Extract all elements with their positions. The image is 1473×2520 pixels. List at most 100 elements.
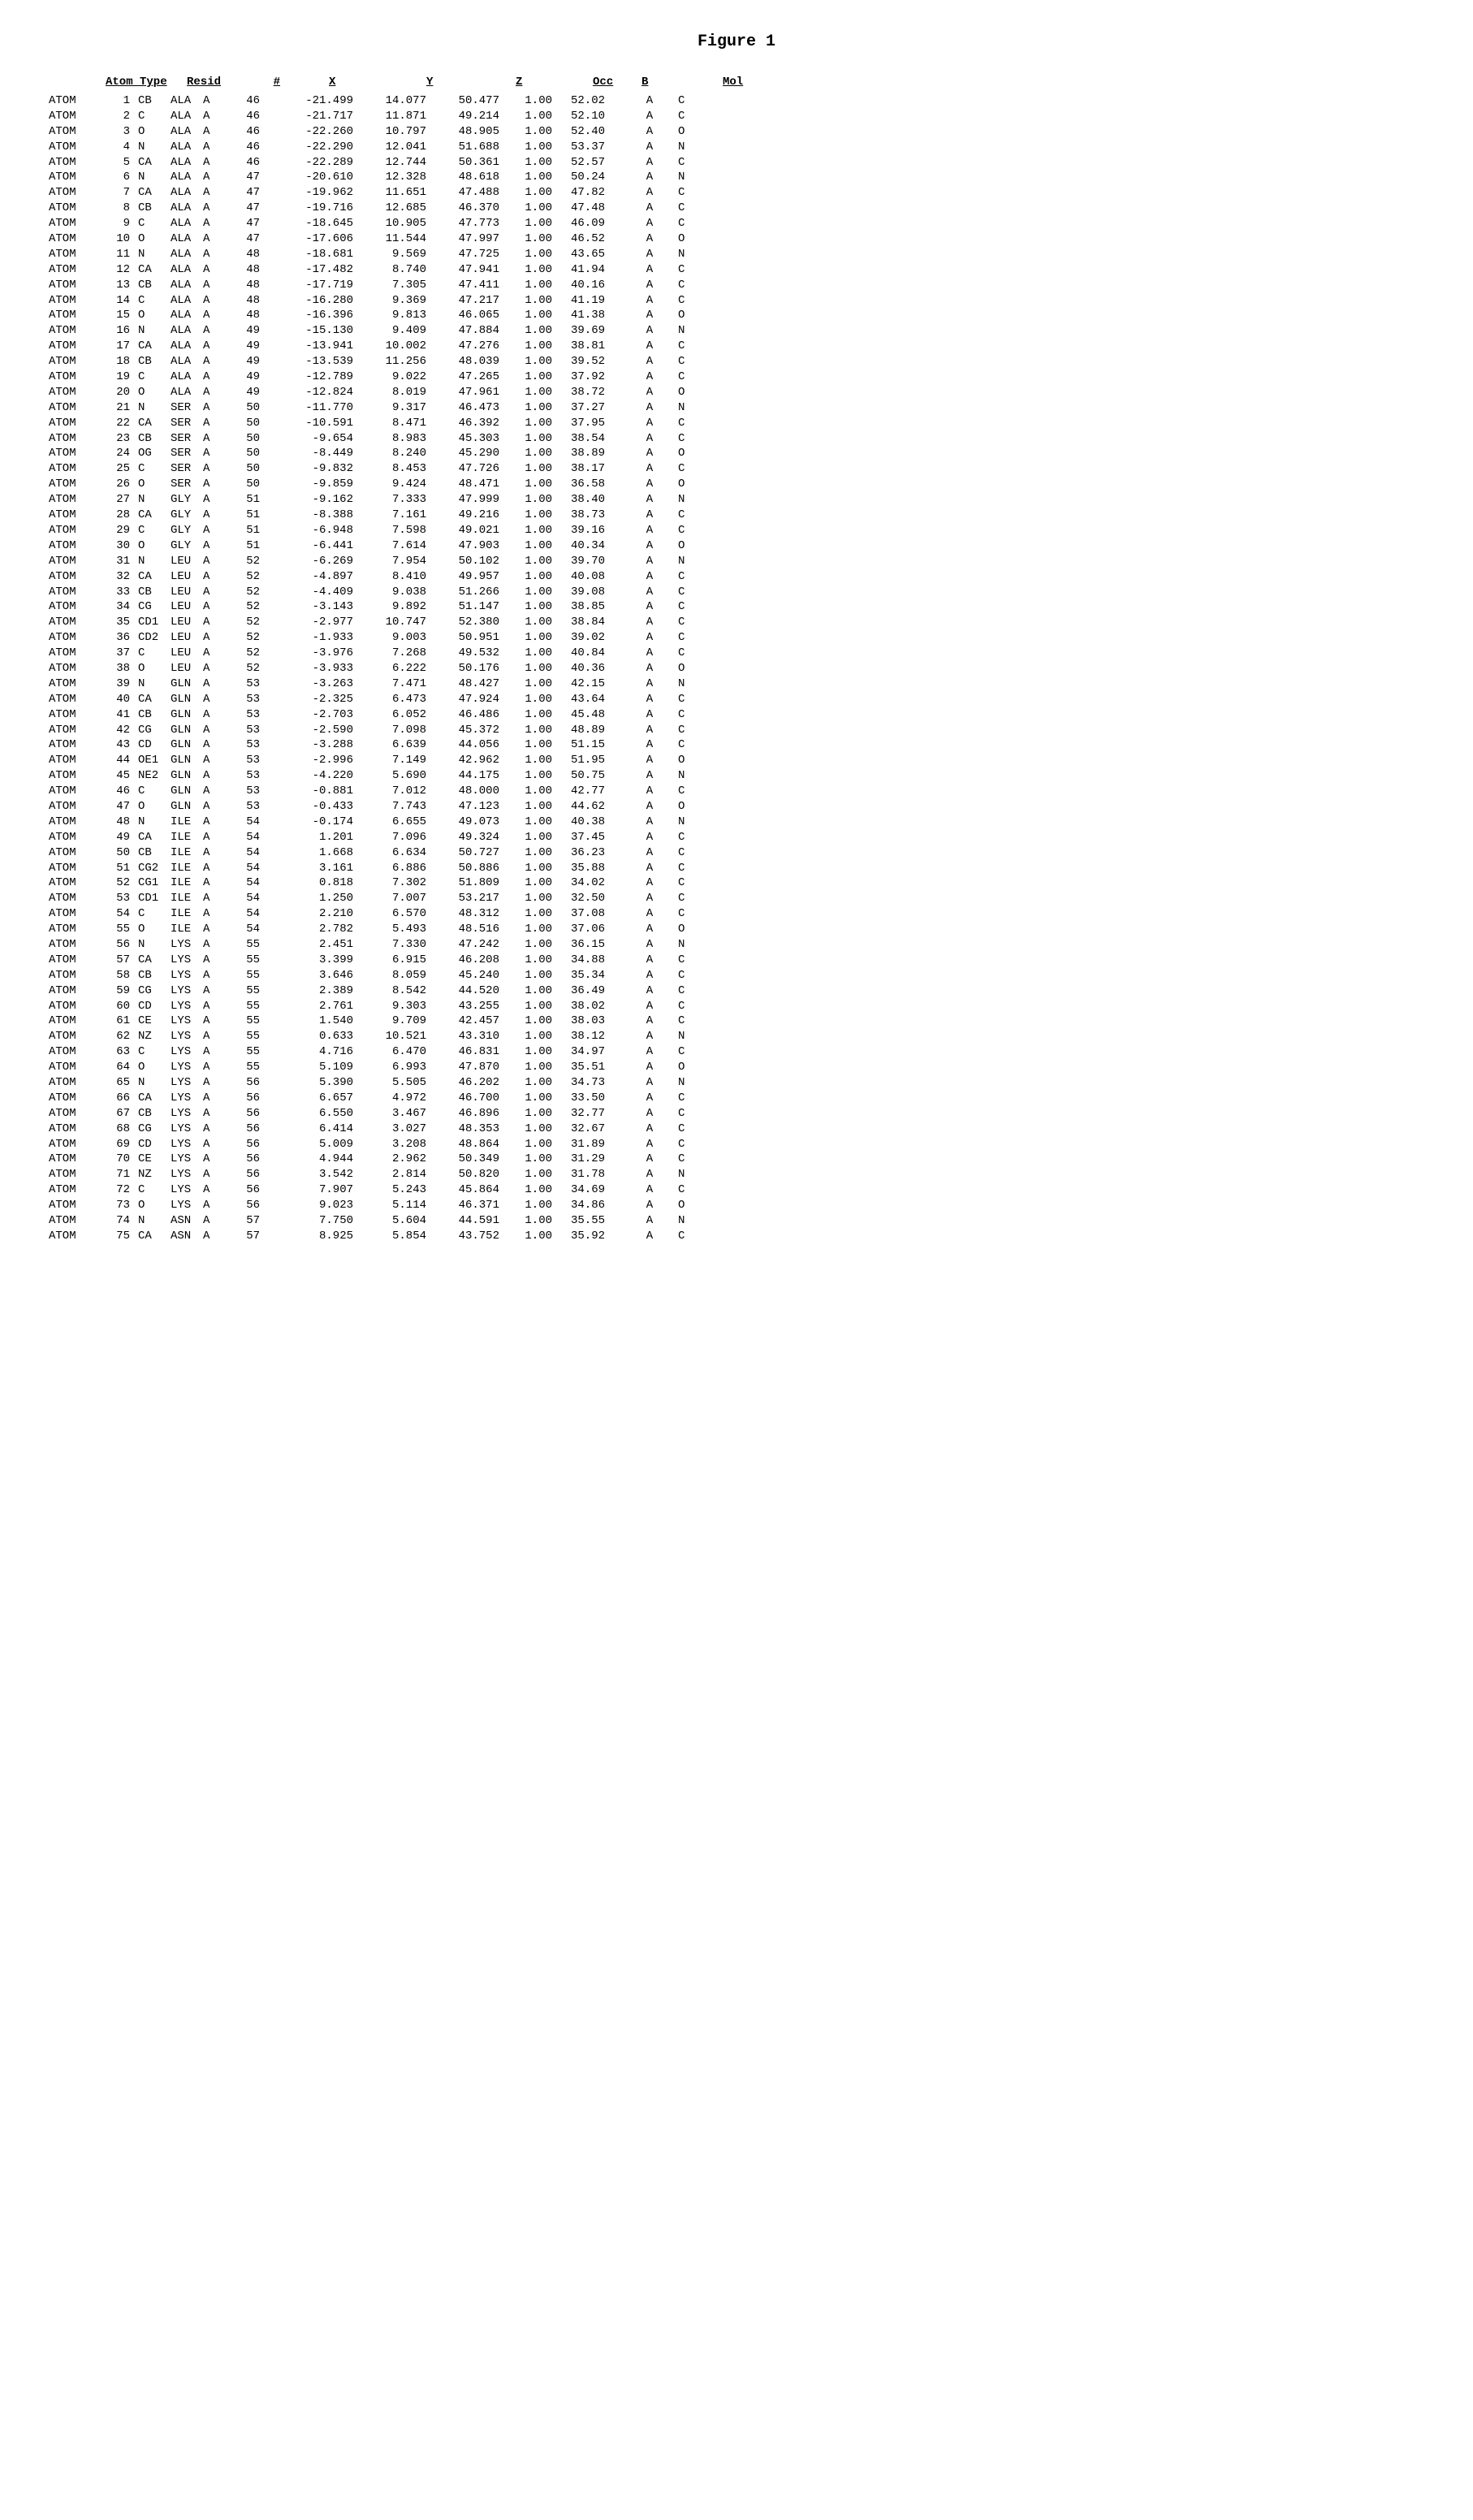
x-coord: 8.925	[280, 1229, 361, 1244]
record-label: ATOM	[49, 308, 93, 323]
element: O	[678, 753, 694, 768]
mol-id: A	[637, 630, 678, 646]
x-coord: -6.948	[280, 523, 361, 538]
y-coord: 7.954	[361, 554, 434, 569]
occupancy: 1.00	[508, 554, 556, 569]
element: C	[678, 293, 694, 309]
atom-type: N	[138, 140, 171, 155]
element: C	[678, 1014, 694, 1029]
residue-name: ILE	[171, 891, 203, 906]
mol-id: A	[637, 508, 678, 523]
atom-type: N	[138, 170, 171, 185]
occupancy: 1.00	[508, 461, 556, 477]
record-label: ATOM	[49, 1029, 93, 1044]
occupancy: 1.00	[508, 875, 556, 891]
table-row: ATOM59CGLYSA552.3898.54244.5201.0036.49A…	[49, 983, 1424, 999]
mol-id: A	[637, 124, 678, 140]
occupancy: 1.00	[508, 1213, 556, 1229]
x-coord: 2.761	[280, 999, 361, 1014]
x-coord: -16.396	[280, 308, 361, 323]
atom-index: 34	[93, 599, 138, 615]
residue-name: GLN	[171, 692, 203, 707]
y-coord: 8.740	[361, 262, 434, 278]
residue-number: 56	[223, 1122, 280, 1137]
residue-number: 47	[223, 216, 280, 231]
x-coord: 1.540	[280, 1014, 361, 1029]
table-row: ATOM53CD1ILEA541.2507.00753.2171.0032.50…	[49, 891, 1424, 906]
chain-id: A	[203, 661, 223, 676]
mol-id: A	[637, 170, 678, 185]
residue-number: 55	[223, 937, 280, 953]
chain-id: A	[203, 1044, 223, 1060]
y-coord: 7.007	[361, 891, 434, 906]
residue-number: 48	[223, 247, 280, 262]
z-coord: 47.884	[434, 323, 508, 339]
x-coord: -4.409	[280, 585, 361, 600]
z-coord: 48.516	[434, 922, 508, 937]
atom-index: 8	[93, 201, 138, 216]
b-factor: 34.97	[556, 1044, 637, 1060]
atom-index: 33	[93, 585, 138, 600]
table-row: ATOM46CGLNA53-0.8817.01248.0001.0042.77A…	[49, 784, 1424, 799]
chain-id: A	[203, 492, 223, 508]
chain-id: A	[203, 247, 223, 262]
y-coord: 11.651	[361, 185, 434, 201]
occupancy: 1.00	[508, 1137, 556, 1152]
table-row: ATOM25CSERA50-9.8328.45347.7261.0038.17A…	[49, 461, 1424, 477]
chain-id: A	[203, 1091, 223, 1106]
y-coord: 3.467	[361, 1106, 434, 1122]
y-coord: 6.570	[361, 906, 434, 922]
element: C	[678, 461, 694, 477]
z-coord: 47.997	[434, 231, 508, 247]
occupancy: 1.00	[508, 937, 556, 953]
x-coord: -11.770	[280, 400, 361, 416]
residue-number: 49	[223, 354, 280, 370]
residue-number: 55	[223, 1060, 280, 1075]
table-row: ATOM63CLYSA554.7166.47046.8311.0034.97AC	[49, 1044, 1424, 1060]
b-factor: 38.84	[556, 615, 637, 630]
residue-name: LYS	[171, 983, 203, 999]
y-coord: 7.302	[361, 875, 434, 891]
atom-type: CD2	[138, 630, 171, 646]
table-row: ATOM71NZLYSA563.5422.81450.8201.0031.78A…	[49, 1167, 1424, 1182]
residue-number: 46	[223, 93, 280, 109]
record-label: ATOM	[49, 723, 93, 738]
residue-name: GLN	[171, 676, 203, 692]
mol-id: A	[637, 784, 678, 799]
x-coord: 3.399	[280, 953, 361, 968]
b-factor: 38.81	[556, 339, 637, 354]
chain-id: A	[203, 323, 223, 339]
residue-number: 46	[223, 155, 280, 171]
record-label: ATOM	[49, 538, 93, 554]
b-factor: 43.64	[556, 692, 637, 707]
residue-number: 52	[223, 615, 280, 630]
occupancy: 1.00	[508, 799, 556, 815]
chain-id: A	[203, 922, 223, 937]
atom-type: CA	[138, 416, 171, 431]
chain-id: A	[203, 1122, 223, 1137]
table-row: ATOM15OALAA48-16.3969.81346.0651.0041.38…	[49, 308, 1424, 323]
record-label: ATOM	[49, 124, 93, 140]
mol-id: A	[637, 1182, 678, 1198]
record-label: ATOM	[49, 692, 93, 707]
x-coord: -21.499	[280, 93, 361, 109]
z-coord: 50.361	[434, 155, 508, 171]
chain-id: A	[203, 1106, 223, 1122]
residue-name: GLY	[171, 492, 203, 508]
record-label: ATOM	[49, 339, 93, 354]
chain-id: A	[203, 170, 223, 185]
occupancy: 1.00	[508, 477, 556, 492]
chain-id: A	[203, 262, 223, 278]
occupancy: 1.00	[508, 538, 556, 554]
element: O	[678, 446, 694, 461]
residue-number: 53	[223, 723, 280, 738]
residue-number: 49	[223, 370, 280, 385]
chain-id: A	[203, 1137, 223, 1152]
atom-index: 36	[93, 630, 138, 646]
b-factor: 38.85	[556, 599, 637, 615]
y-coord: 5.505	[361, 1075, 434, 1091]
b-factor: 51.95	[556, 753, 637, 768]
residue-name: ALA	[171, 124, 203, 140]
atom-type: N	[138, 1075, 171, 1091]
x-coord: 5.109	[280, 1060, 361, 1075]
